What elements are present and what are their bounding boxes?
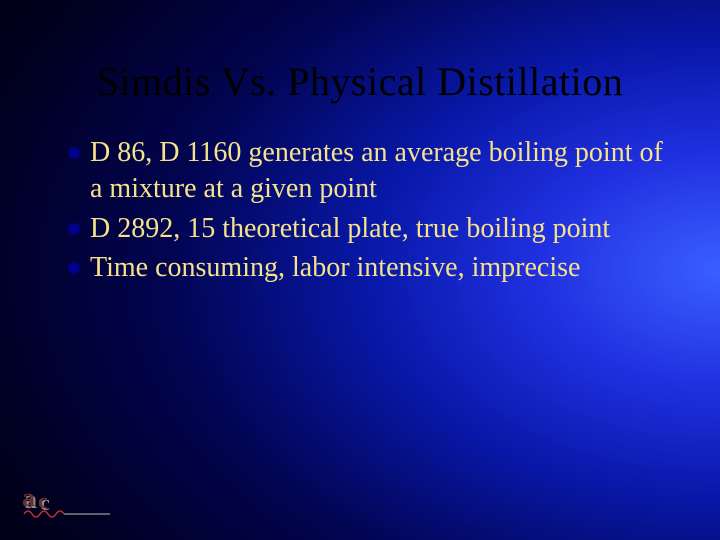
bullet-text: Time consuming, labor intensive, impreci… — [90, 250, 580, 286]
bullet-icon — [68, 223, 80, 235]
list-item: Time consuming, labor intensive, impreci… — [68, 250, 670, 286]
svg-text:a: a — [22, 484, 35, 512]
bullet-icon — [68, 262, 80, 274]
list-item: D 86, D 1160 generates an average boilin… — [68, 135, 670, 207]
logo-icon: a a c c — [18, 484, 114, 520]
svg-text:c: c — [38, 488, 48, 513]
bullet-icon — [68, 147, 80, 159]
list-item: D 2892, 15 theoretical plate, true boili… — [68, 211, 670, 247]
slide-title: Simdis Vs. Physical Distillation — [0, 0, 720, 135]
bullet-list: D 86, D 1160 generates an average boilin… — [0, 135, 720, 286]
bullet-text: D 86, D 1160 generates an average boilin… — [90, 135, 670, 207]
bullet-text: D 2892, 15 theoretical plate, true boili… — [90, 211, 610, 247]
